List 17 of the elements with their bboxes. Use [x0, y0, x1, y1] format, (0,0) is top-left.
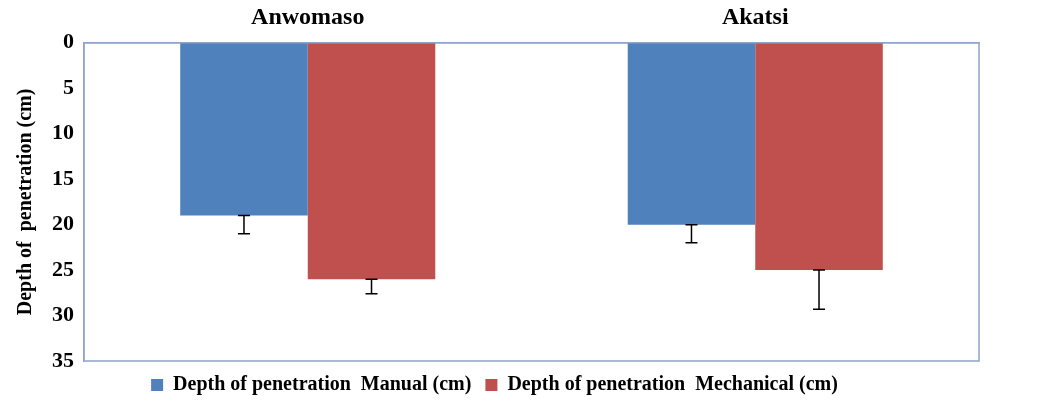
y-tick-label: 5	[63, 73, 74, 99]
bar	[627, 42, 756, 225]
y-tick-label: 20	[52, 210, 74, 236]
y-axis-title: Depth of penetration (cm)	[13, 88, 37, 316]
bar	[755, 42, 883, 271]
legend-label: Depth of penetration Manual (cm)	[173, 372, 472, 396]
bar	[180, 42, 308, 216]
x-tick-label: Akatsi	[721, 2, 789, 29]
bar	[307, 42, 436, 280]
y-tick-label: 25	[52, 255, 74, 281]
y-tick-label: 15	[52, 164, 74, 190]
y-tick-label: 35	[52, 346, 74, 372]
y-tick-label: 0	[63, 28, 74, 54]
legend-label: Depth of penetration Mechanical (cm)	[507, 372, 838, 396]
y-tick-label: 10	[52, 119, 74, 145]
x-tick-label: Anwomaso	[251, 2, 365, 29]
y-tick-label: 30	[52, 301, 74, 327]
